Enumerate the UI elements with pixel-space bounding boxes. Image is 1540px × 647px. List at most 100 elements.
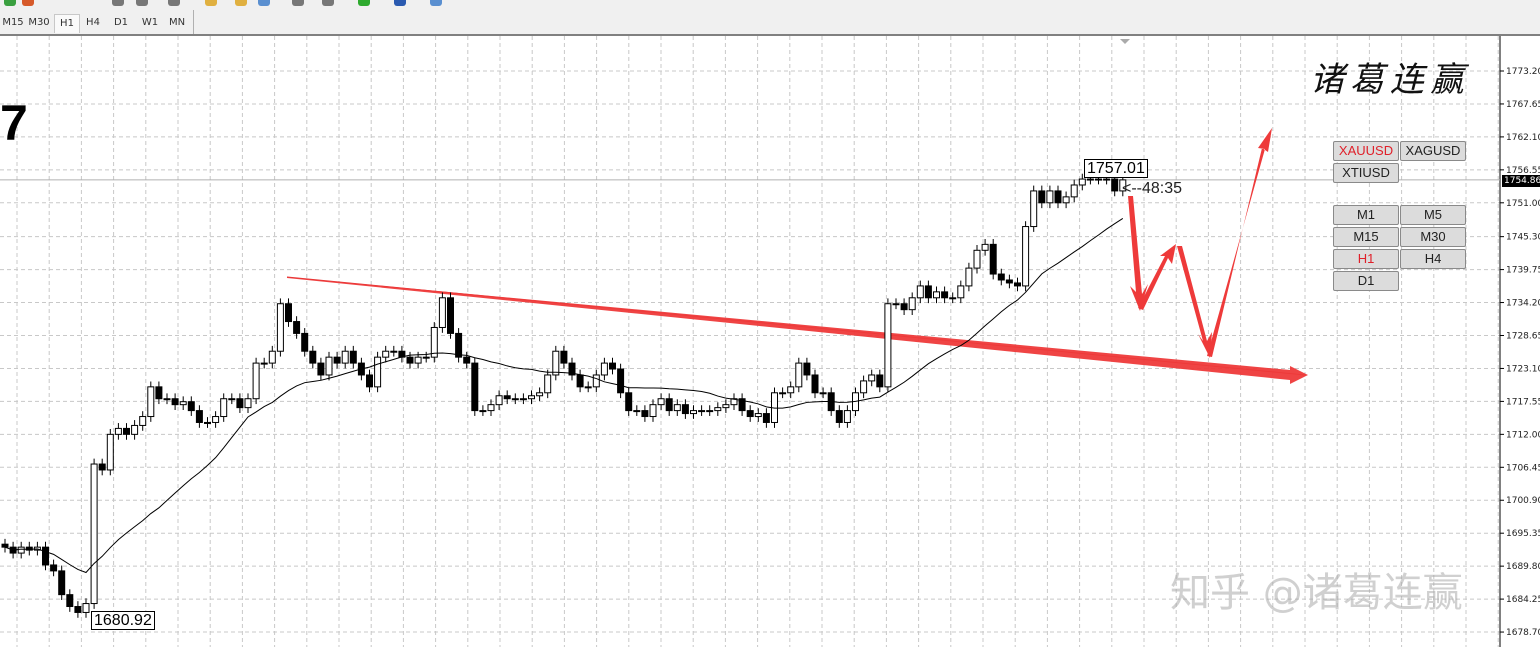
pencil-icon[interactable] [205, 0, 217, 6]
period-button-h4[interactable]: H4 [1400, 249, 1466, 269]
candle [179, 396, 187, 411]
toolbar-icon[interactable] [292, 0, 304, 6]
candle-body-bear [447, 297, 454, 334]
candle-body-bull [204, 421, 211, 424]
candle [1078, 173, 1086, 191]
candle [50, 559, 58, 577]
candle [195, 405, 203, 428]
candle [1038, 185, 1046, 209]
period-button-m30[interactable]: M30 [1400, 227, 1466, 247]
candle [900, 298, 908, 316]
candle-body-bear [309, 350, 317, 364]
pencil-icon[interactable] [235, 0, 247, 6]
toolbar-icon[interactable] [22, 0, 34, 6]
candle [884, 298, 892, 393]
candle-body-bear [503, 395, 511, 400]
candle-body-bear [1005, 279, 1013, 284]
period-button-m15[interactable]: M15 [1333, 227, 1399, 247]
candle-body-bull [268, 350, 276, 364]
toolbar-icon[interactable] [322, 0, 334, 6]
refresh-icon[interactable] [394, 0, 406, 6]
candle-body-bear [293, 321, 301, 334]
period-button-m5[interactable]: M5 [1400, 205, 1466, 225]
candle [633, 405, 641, 416]
candle-body-bull [843, 410, 851, 423]
candle [390, 345, 398, 357]
candle [1062, 191, 1070, 209]
timeframe-h4[interactable]: H4 [86, 17, 100, 28]
symbol-button-xagusd[interactable]: XAGUSD [1400, 141, 1466, 161]
timeframe-d1[interactable]: D1 [113, 17, 129, 28]
candle [528, 390, 535, 405]
toolbar-icon[interactable] [168, 0, 180, 6]
period-button-m1[interactable]: M1 [1333, 205, 1399, 225]
candle-body-bull [649, 404, 657, 418]
candle-body-bull [600, 362, 608, 376]
candle-body-bull [438, 297, 446, 328]
toolbar-icon[interactable] [430, 0, 442, 6]
symbol-button-xauusd[interactable]: XAUUSD [1333, 141, 1399, 161]
toolbar-icon[interactable] [258, 0, 270, 6]
toolbar-icon[interactable] [112, 0, 124, 6]
candle [965, 262, 973, 292]
timeframe-w1[interactable]: W1 [141, 17, 159, 28]
candle [746, 405, 754, 422]
candle [835, 405, 843, 428]
toolbar-icon[interactable] [136, 0, 148, 6]
timeframe-m15[interactable]: M15 [2, 17, 24, 28]
candle-body-bull [422, 356, 430, 359]
candle-body-bear [641, 410, 649, 418]
candle [447, 292, 454, 339]
candle [568, 357, 576, 381]
candle [374, 351, 382, 393]
candle-body-bear [195, 410, 203, 423]
candle-body-bull [1119, 179, 1127, 192]
candle [730, 393, 738, 411]
candle-body-bear [941, 291, 949, 299]
price-tick-label: 1706.45 [1506, 463, 1540, 473]
candle [171, 393, 179, 411]
candle [592, 369, 600, 393]
candle [819, 387, 827, 399]
candle-body-bull [139, 416, 147, 426]
moving-average-line [4, 218, 1124, 574]
price-chart[interactable]: 1773.20 1767.65 1762.10 1756.55 1751.00 1745.… [0, 36, 1540, 647]
candle-body-bull [163, 398, 171, 401]
candle-body-bear [803, 362, 811, 376]
candle-body-bear [762, 413, 770, 423]
candle [754, 408, 762, 422]
candle-body-bull [220, 398, 228, 418]
toolbar-icon[interactable] [4, 0, 16, 6]
candle-body-bull [82, 603, 90, 613]
candle [536, 387, 544, 402]
price-tick-label: 1773.20 [1506, 67, 1540, 77]
period-button-h1[interactable]: H1 [1333, 249, 1399, 269]
candle [74, 601, 82, 618]
timeframe-mn[interactable]: MN [168, 17, 186, 28]
candle [933, 286, 940, 304]
candle-body-bear [471, 362, 479, 412]
candle [957, 280, 965, 304]
period-button-d1[interactable]: D1 [1333, 271, 1399, 291]
candle [163, 393, 171, 405]
candles [1, 173, 1127, 618]
timeframe-bar: M15 M30 H1 H4 D1 W1 MN [0, 10, 1540, 36]
watermark: 知乎 @诸葛连赢 [1170, 570, 1463, 616]
symbol-button-xtiusd[interactable]: XTIUSD [1333, 163, 1399, 183]
candle-body-bear [738, 398, 746, 412]
candle [1005, 274, 1013, 289]
candle-body-bear [900, 303, 908, 311]
forecast-arrows [1128, 128, 1272, 358]
timeframe-m30[interactable]: M30 [28, 17, 50, 28]
candle-body-bear [171, 398, 179, 406]
add-icon[interactable] [358, 0, 370, 6]
candle-body-bull [519, 398, 527, 401]
candle-body-bull [1022, 226, 1030, 287]
candle-body-bull [819, 392, 827, 395]
candle-body-bull [1070, 184, 1078, 198]
timeframe-h1[interactable]: H1 [54, 14, 80, 33]
candle [25, 541, 33, 556]
candle [187, 396, 195, 416]
candle [706, 405, 714, 416]
candle-body-bull [714, 407, 722, 412]
